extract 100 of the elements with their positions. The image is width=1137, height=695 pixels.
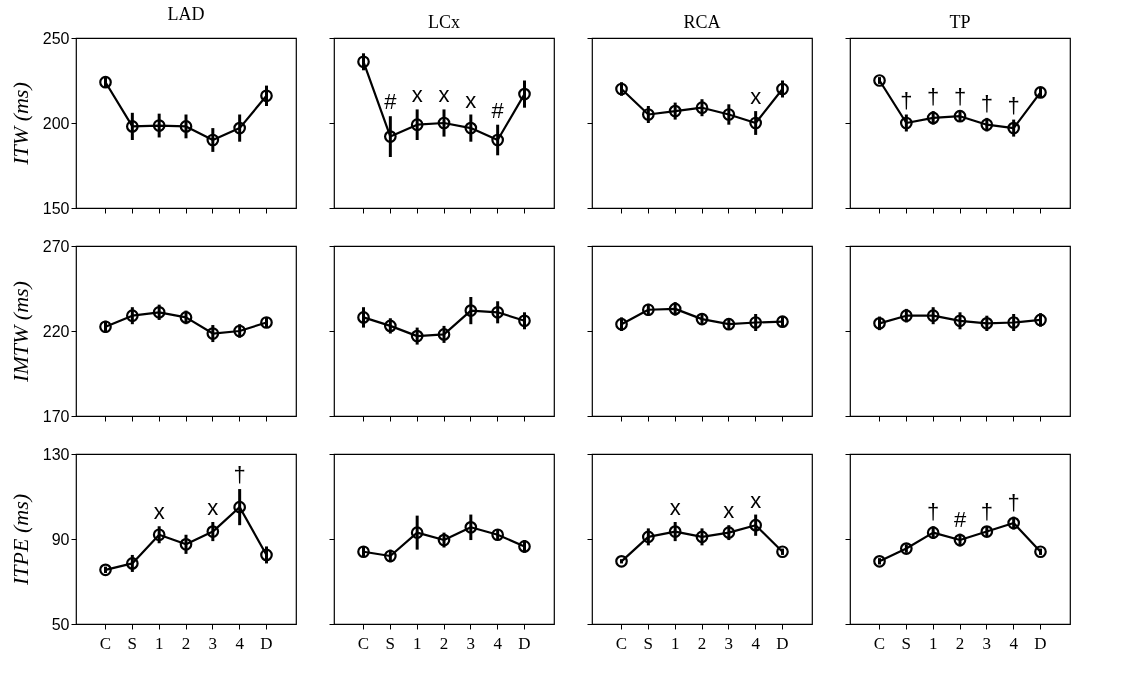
point — [437, 116, 451, 130]
point — [1034, 545, 1047, 559]
point — [776, 82, 789, 96]
point — [695, 530, 709, 544]
point — [491, 305, 504, 319]
y-tick-label: 220 — [42, 322, 70, 340]
annotation: † — [900, 87, 913, 113]
annotation: x — [750, 84, 762, 110]
x-tick-label: 2 — [697, 633, 707, 653]
point — [384, 130, 397, 143]
point — [179, 311, 193, 324]
point — [99, 563, 112, 577]
x-tick-label: 3 — [724, 633, 734, 653]
annotation: † — [927, 84, 940, 110]
annotation: x — [723, 498, 735, 524]
point — [152, 119, 166, 132]
y-tick-label: 200 — [42, 114, 70, 132]
point — [722, 108, 736, 121]
x-tick-label: D — [260, 633, 273, 653]
point — [384, 549, 397, 563]
annotation: † — [1007, 92, 1020, 118]
point — [615, 554, 628, 568]
point — [152, 305, 166, 319]
point — [357, 545, 370, 559]
annotation: † — [1007, 489, 1020, 515]
point — [873, 554, 886, 568]
point — [749, 316, 762, 329]
annotation: x — [153, 499, 165, 525]
x-tick-label: 4 — [1009, 633, 1019, 653]
annotation: # — [491, 97, 505, 123]
x-tick-label: 3 — [466, 633, 476, 653]
point — [410, 526, 424, 539]
annotation: x — [207, 495, 219, 520]
point — [668, 302, 682, 316]
point — [1007, 516, 1020, 530]
x-tick-label: D — [776, 633, 789, 653]
y-axis-title: ITW (ms) — [7, 82, 33, 166]
point — [357, 311, 370, 324]
point — [722, 317, 736, 331]
point — [464, 304, 478, 317]
y-tick-label: 50 — [51, 615, 70, 633]
y-tick-label: 150 — [42, 199, 70, 217]
point — [518, 87, 531, 101]
y-tick-label: 270 — [42, 237, 70, 255]
point — [126, 557, 139, 570]
point — [900, 309, 913, 323]
point — [1007, 316, 1020, 329]
point — [668, 525, 682, 538]
point — [980, 525, 994, 538]
point — [926, 111, 940, 125]
point — [980, 317, 994, 330]
annotation: x — [411, 82, 423, 108]
point — [722, 526, 736, 539]
point — [233, 121, 246, 135]
x-tick-label: 1 — [412, 633, 422, 653]
point — [926, 309, 940, 323]
point — [357, 55, 370, 69]
annotation: † — [953, 84, 967, 110]
x-tick-label: C — [357, 633, 370, 653]
point — [126, 120, 139, 133]
point — [437, 328, 451, 341]
y-tick-label: 250 — [42, 29, 70, 47]
point — [980, 118, 994, 132]
annotation: # — [384, 89, 398, 115]
x-tick-label: C — [99, 633, 112, 653]
point — [464, 520, 478, 534]
chart-title: TP — [949, 11, 971, 32]
point — [642, 303, 655, 317]
x-tick-label: C — [873, 633, 886, 653]
point — [776, 545, 789, 559]
point — [179, 120, 193, 133]
point — [900, 542, 913, 555]
y-tick-label: 170 — [42, 407, 70, 425]
point — [491, 528, 504, 542]
point — [437, 533, 451, 547]
point — [1034, 313, 1047, 327]
point — [953, 533, 967, 547]
x-tick-label: S — [643, 633, 654, 653]
point — [179, 537, 193, 551]
annotation: x — [438, 82, 450, 108]
point — [260, 316, 273, 329]
point — [410, 329, 424, 343]
x-tick-label: 4 — [235, 633, 245, 653]
x-tick-label: 4 — [751, 633, 761, 653]
point — [384, 319, 397, 333]
point — [695, 312, 709, 326]
x-tick-label: 3 — [982, 633, 992, 653]
annotation: † — [980, 90, 993, 116]
point — [1034, 86, 1047, 99]
y-axis-title: ITPE (ms) — [7, 493, 33, 587]
point — [695, 101, 709, 115]
y-tick-label: 90 — [51, 530, 70, 548]
chart-title: RCA — [683, 11, 721, 32]
chart-title: LAD — [167, 4, 205, 24]
x-tick-label: C — [615, 633, 628, 653]
point — [260, 89, 273, 103]
x-tick-label: D — [1034, 633, 1047, 653]
point — [410, 118, 424, 132]
chart-title: LCx — [427, 11, 461, 32]
x-tick-label: 2 — [181, 633, 191, 653]
